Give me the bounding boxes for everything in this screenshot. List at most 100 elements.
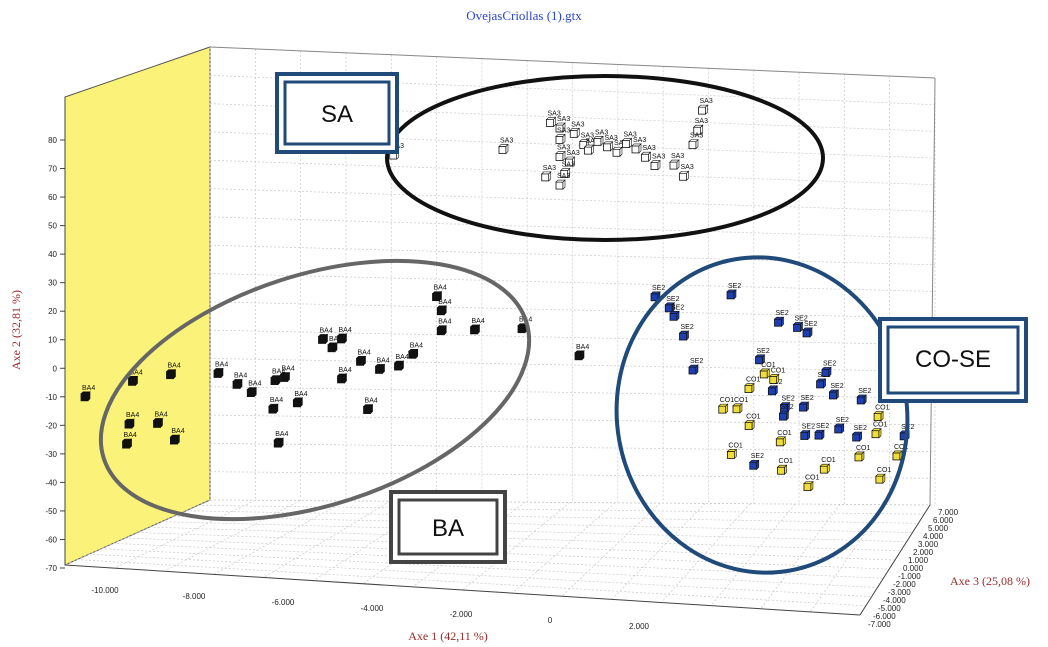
- data-point-label: CO1: [779, 458, 794, 465]
- z-tick-label: -1.000: [898, 572, 921, 581]
- data-point-sa3: SA3: [564, 150, 580, 167]
- data-point-label: CO1: [746, 414, 761, 421]
- data-point-se2: SE2: [749, 453, 764, 470]
- y-axis-ticks: 80 70 60 50 40 30 20 10 0 -10 -20 -30 -40 -50 -60 -70: [45, 136, 65, 573]
- z-tick-label: 6.000: [933, 516, 954, 525]
- z-tick-label: -3.000: [888, 588, 911, 597]
- z-tick-label: 1.000: [908, 556, 929, 565]
- data-point-co1: CO1: [803, 475, 819, 492]
- data-point-se2: SE2: [754, 348, 770, 365]
- data-point-label: SA3: [671, 153, 684, 160]
- y-tick-label: 60: [48, 193, 57, 202]
- y-tick-label: -40: [45, 478, 57, 487]
- data-point-co1: CO1: [854, 445, 870, 462]
- data-point-label: SA3: [633, 137, 646, 144]
- data-point-ba4: BA4: [374, 357, 390, 375]
- data-point-sa3: SA3: [555, 116, 570, 133]
- data-point-se2: SE2: [726, 283, 741, 300]
- data-point-label: CO1: [771, 367, 786, 374]
- data-point-label: SE2: [782, 396, 795, 403]
- data-point-se2: SE2: [792, 315, 808, 333]
- annotation-co-se: CO-SE: [878, 317, 1028, 403]
- grid-line: [213, 500, 346, 575]
- y-tick-label: -70: [45, 564, 57, 573]
- data-point-label: BA4: [377, 357, 390, 364]
- data-point-sa3: SA3: [612, 140, 627, 157]
- y-tick-label: -60: [45, 535, 57, 544]
- data-point-se2: SE2: [688, 358, 703, 375]
- data-point-label: BA4: [410, 342, 423, 349]
- data-point-co1: CO1: [775, 430, 792, 447]
- data-point-label: SA3: [652, 154, 665, 161]
- data-point-se2: SE2: [798, 395, 814, 412]
- data-point-label: BA4: [155, 411, 168, 418]
- data-point-label: CO1: [728, 442, 743, 449]
- data-point-label: BA4: [168, 363, 181, 370]
- data-point-label: SA3: [543, 165, 556, 172]
- data-point-ba4: BA4: [169, 428, 185, 445]
- y-tick-label: 70: [48, 165, 57, 174]
- grid-line: [164, 500, 301, 572]
- data-point-label: CO1: [894, 444, 909, 451]
- data-point-sa3: SA3: [640, 145, 656, 162]
- axis-frame: [64, 46, 936, 616]
- y-tick-label: 10: [48, 336, 57, 345]
- data-point-ba4: BA4: [121, 432, 137, 449]
- z-tick-label: -6.000: [873, 612, 896, 621]
- grid-line: [511, 502, 616, 594]
- data-point-se2: SE2: [800, 424, 815, 441]
- x-tick-label: 2.000: [629, 622, 650, 631]
- data-point-se2: SE2: [678, 324, 694, 341]
- data-point-label: BA4: [339, 367, 352, 374]
- y-tick-label: 0: [53, 364, 58, 373]
- cluster-ellipse-ba: [98, 258, 532, 522]
- data-point-ba4: BA4: [574, 344, 589, 361]
- grid-line: [173, 515, 913, 533]
- data-point-label: BA4: [82, 385, 95, 392]
- data-point-label: SE2: [666, 296, 679, 303]
- data-point-ba4: BA4: [80, 385, 95, 402]
- data-point-label: BA4: [270, 397, 283, 404]
- annotation-ba-label: BA: [432, 515, 464, 542]
- data-point-sa3: SA3: [498, 137, 513, 155]
- data-point-label: SA3: [681, 164, 694, 171]
- data-point-ba4: BA4: [273, 431, 289, 448]
- data-point-label: SE2: [823, 360, 836, 367]
- z-tick-label: 2.000: [913, 548, 934, 557]
- z-tick-label: -2.000: [893, 580, 916, 589]
- data-point-label: SA3: [624, 131, 637, 138]
- data-point-label: BA4: [438, 299, 451, 306]
- data-point-se2: SE2: [851, 425, 867, 442]
- x-axis-title: Axe 1 (42,11 %): [408, 629, 488, 643]
- data-point-sa3: SA3: [669, 153, 684, 170]
- data-point-sa3: SA3: [693, 118, 708, 135]
- data-point-label: SE2: [776, 310, 789, 317]
- data-point-label: CO1: [761, 362, 776, 369]
- y-tick-label: 40: [48, 250, 57, 259]
- z-tick-label: 5.000: [928, 524, 949, 533]
- cluster-ellipse-sa: [385, 74, 825, 242]
- grid-line: [209, 386, 936, 399]
- data-point-sa3: SA3: [541, 165, 556, 182]
- data-point-ba4: BA4: [355, 349, 371, 367]
- data-point-ba4: BA4: [362, 398, 378, 415]
- data-point-label: SE2: [671, 304, 684, 311]
- data-point-label: SE2: [681, 324, 694, 331]
- grid-line: [209, 216, 936, 239]
- data-point-ba4: BA4: [408, 342, 423, 360]
- data-point-sa3: SA3: [602, 135, 618, 152]
- data-point-ba4: BA4: [124, 412, 139, 429]
- data-point-label: SA3: [614, 140, 627, 147]
- side-wall: [64, 46, 211, 566]
- y-tick-label: 50: [48, 222, 57, 231]
- data-point-label: SE2: [757, 348, 770, 355]
- data-point-ba4: BA4: [469, 318, 485, 335]
- data-point-label: SE2: [780, 404, 793, 411]
- data-point-sa3: SA3: [678, 164, 694, 181]
- data-point-label: BA4: [275, 431, 288, 438]
- data-point-se2: SE2: [802, 321, 817, 338]
- data-point-label: SA3: [571, 121, 584, 128]
- data-point-label: SE2: [652, 285, 665, 292]
- grid-line: [101, 548, 878, 588]
- data-point-co1: CO1: [759, 362, 776, 379]
